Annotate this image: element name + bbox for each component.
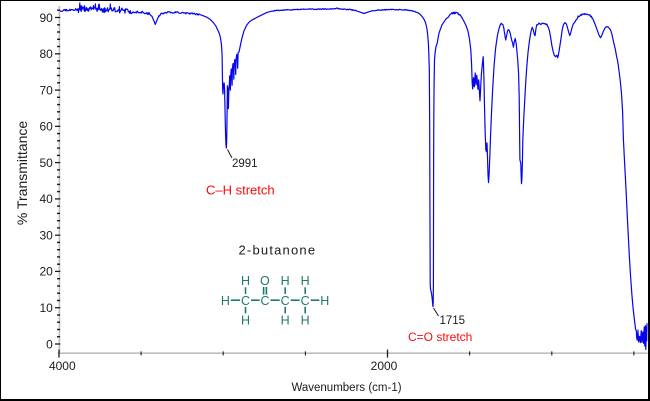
- svg-text:20: 20: [39, 265, 53, 279]
- svg-text:1715: 1715: [440, 315, 466, 327]
- svg-text:C: C: [301, 294, 310, 308]
- svg-text:H: H: [281, 313, 290, 327]
- svg-text:C=O stretch: C=O stretch: [408, 330, 472, 344]
- svg-text:2-butanone: 2-butanone: [239, 243, 317, 258]
- svg-text:H: H: [241, 313, 250, 327]
- svg-text:H: H: [301, 313, 310, 327]
- svg-text:10: 10: [39, 301, 53, 315]
- svg-text:C: C: [260, 294, 269, 308]
- svg-text:60: 60: [39, 120, 53, 134]
- svg-text:40: 40: [39, 192, 53, 206]
- svg-text:% Transmittance: % Transmittance: [14, 121, 30, 225]
- svg-text:H: H: [320, 294, 329, 308]
- svg-text:H: H: [301, 274, 310, 288]
- svg-text:H: H: [221, 294, 230, 308]
- svg-text:H: H: [241, 274, 250, 288]
- svg-text:4000: 4000: [49, 359, 76, 373]
- svg-text:C: C: [241, 294, 250, 308]
- svg-text:0: 0: [46, 337, 53, 351]
- svg-text:C: C: [281, 294, 290, 308]
- svg-text:O: O: [260, 274, 270, 288]
- svg-text:2000: 2000: [371, 359, 398, 373]
- svg-text:C–H stretch: C–H stretch: [206, 183, 275, 198]
- svg-text:50: 50: [39, 156, 53, 170]
- svg-text:2991: 2991: [232, 158, 258, 170]
- svg-text:Wavenumbers (cm-1): Wavenumbers (cm-1): [291, 382, 401, 394]
- svg-text:70: 70: [39, 83, 53, 97]
- svg-text:90: 90: [39, 11, 53, 25]
- svg-text:H: H: [281, 274, 290, 288]
- svg-text:80: 80: [39, 47, 53, 61]
- svg-text:30: 30: [39, 229, 53, 243]
